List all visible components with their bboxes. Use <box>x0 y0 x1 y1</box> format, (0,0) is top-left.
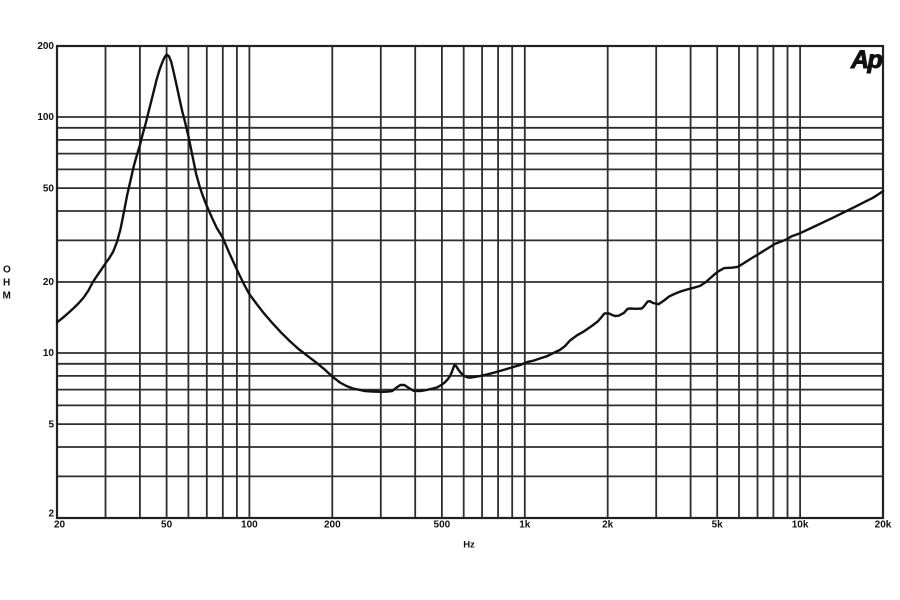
svg-text:50: 50 <box>161 520 173 531</box>
svg-text:2k: 2k <box>602 520 614 531</box>
svg-text:50: 50 <box>43 183 55 194</box>
svg-text:100: 100 <box>37 112 54 123</box>
svg-text:Hz: Hz <box>463 540 475 551</box>
svg-text:2: 2 <box>48 509 54 520</box>
svg-text:20k: 20k <box>875 520 892 531</box>
svg-text:20: 20 <box>43 277 55 288</box>
svg-text:5k: 5k <box>712 520 724 531</box>
svg-text:5: 5 <box>48 419 54 430</box>
svg-text:20: 20 <box>54 520 66 531</box>
svg-text:1k: 1k <box>519 520 531 531</box>
svg-text:Ap: Ap <box>850 46 883 74</box>
svg-text:200: 200 <box>324 520 341 531</box>
svg-text:M: M <box>3 291 11 302</box>
svg-text:200: 200 <box>37 41 54 52</box>
svg-text:H: H <box>3 278 10 289</box>
svg-text:10: 10 <box>43 348 55 359</box>
svg-text:500: 500 <box>434 520 451 531</box>
svg-text:100: 100 <box>241 520 258 531</box>
svg-text:O: O <box>3 265 11 276</box>
svg-text:10k: 10k <box>792 520 809 531</box>
